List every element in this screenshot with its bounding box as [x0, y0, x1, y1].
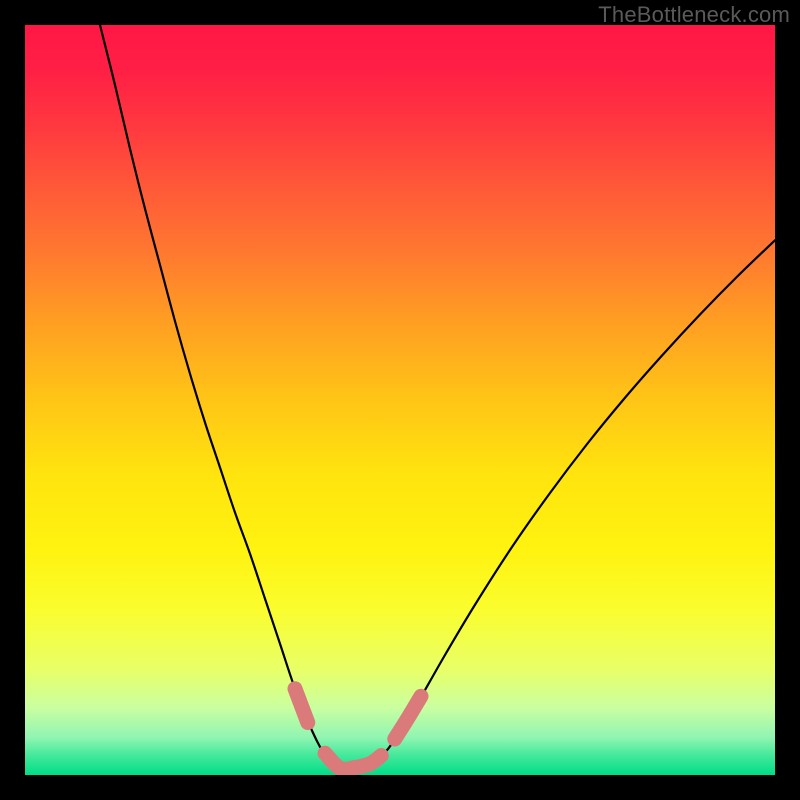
- chart-root: TheBottleneck.com: [0, 0, 800, 800]
- chart-svg: [0, 0, 800, 800]
- gradient-background: [25, 25, 775, 775]
